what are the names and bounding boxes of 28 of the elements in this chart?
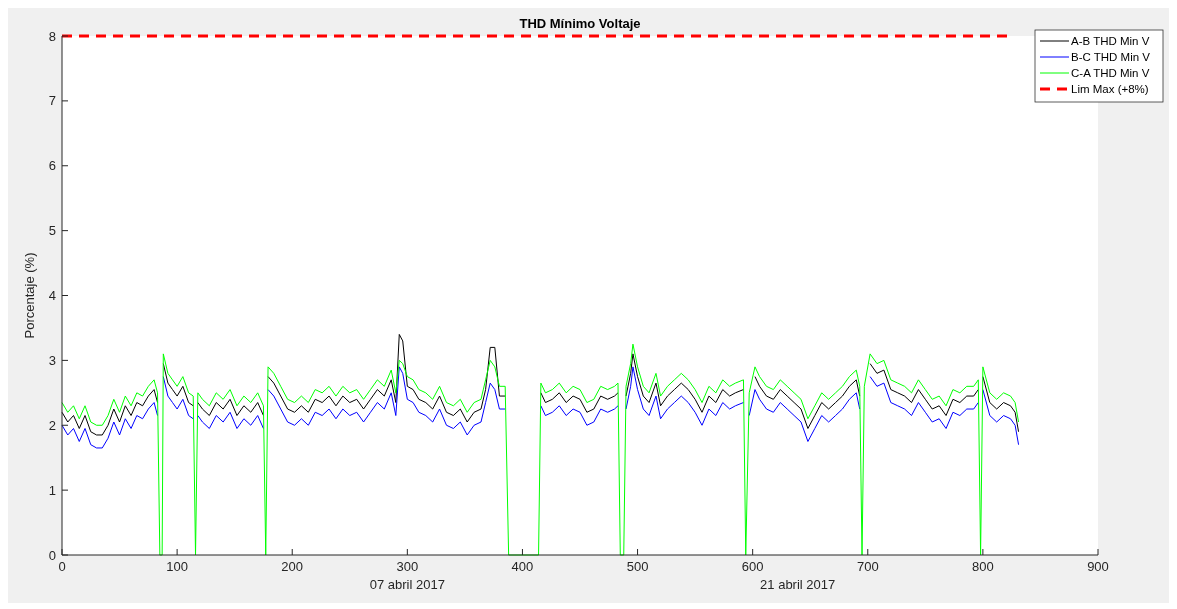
x-tick-label: 900 [1087, 559, 1109, 574]
x-tick-label: 400 [511, 559, 534, 574]
y-tick-label: 5 [48, 223, 56, 239]
y-tick-label: 0 [48, 547, 56, 563]
x-tick-label: 500 [626, 559, 649, 574]
line-series [61, 343, 1020, 556]
y-tick-label: 3 [48, 352, 56, 368]
x-tick-label: 0 [58, 559, 66, 574]
text: 21 abril 2017 [760, 577, 836, 592]
y-tick-label: 7 [48, 93, 56, 109]
text: 07 abril 2017 [369, 577, 445, 592]
y-tick-label: 4 [48, 288, 56, 303]
chart-title: THD Mínimo Voltaje [519, 16, 641, 31]
legend-label: A-B THD Min V [1071, 35, 1150, 47]
legend-label: C-A THD Min V [1071, 67, 1150, 79]
y-tick-label: 8 [48, 28, 56, 44]
y-tick-label: 2 [48, 417, 56, 433]
x-tick-label: 300 [396, 559, 419, 574]
x-tick-label: 800 [972, 559, 994, 574]
x-tick-label: 700 [856, 559, 879, 574]
y-tick-label: 1 [48, 482, 56, 498]
y-axis-title: Porcentaje (%) [22, 252, 37, 339]
legend-label: B-C THD Min V [1071, 51, 1151, 63]
x-tick-label: 100 [166, 559, 188, 574]
x-tick-label: 200 [281, 559, 304, 574]
y-tick-label: 6 [48, 158, 56, 174]
x-tick-label: 600 [741, 559, 764, 574]
legend-label: Lim Max (+8%) [1071, 83, 1149, 95]
